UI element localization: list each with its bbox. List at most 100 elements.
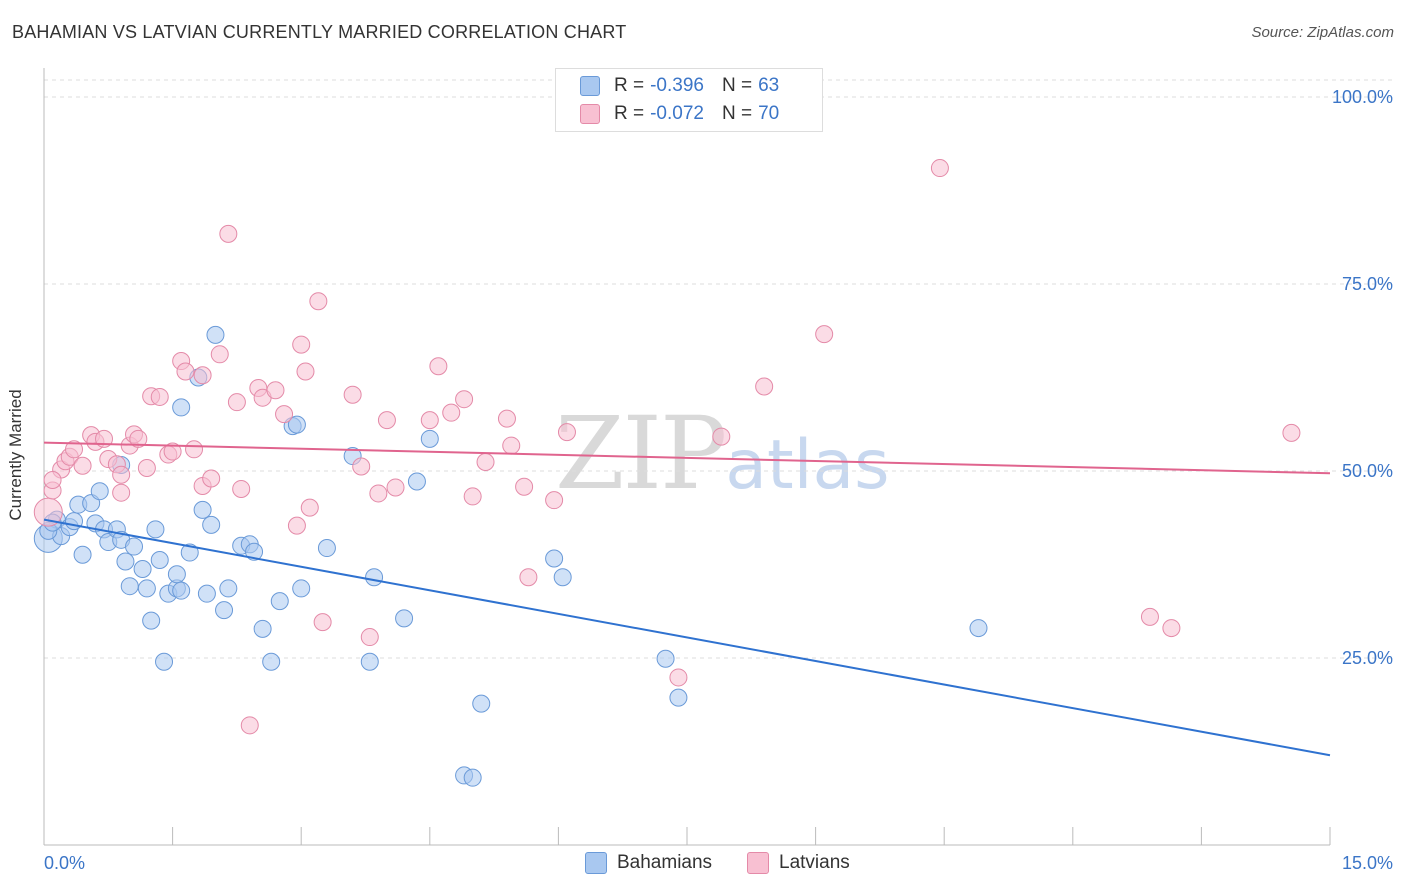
bahamians-point — [133, 559, 152, 578]
latvians-point — [497, 409, 516, 428]
latvians-point — [185, 440, 204, 459]
x-tick-label: 0.0% — [44, 853, 85, 873]
bahamians-point — [180, 543, 199, 562]
legend-r-label: R = — [614, 75, 645, 96]
latvians-point — [112, 465, 131, 484]
bahamians-point — [116, 552, 135, 571]
watermark-zip: ZIP — [555, 395, 727, 512]
legend-n-value: 63 — [758, 75, 780, 96]
latvians-point — [112, 483, 131, 502]
bahamians-point — [463, 768, 482, 787]
latvians-point — [219, 224, 238, 243]
latvians-point — [369, 484, 388, 503]
latvians-point — [442, 403, 461, 422]
latvians-point — [502, 436, 521, 455]
bahamians-point — [197, 584, 216, 603]
bahamians-point — [472, 694, 491, 713]
latvians-point — [65, 440, 84, 459]
latvians-point — [463, 487, 482, 506]
bahamians-point — [193, 500, 212, 519]
latvians-point — [240, 716, 259, 735]
latvians-point — [360, 628, 379, 647]
latvians-point — [755, 377, 774, 396]
watermark: ZIPatlas — [555, 395, 890, 512]
latvians-point — [176, 362, 195, 381]
legend-row-latvians: R = -0.072 N = 70 — [580, 100, 779, 128]
latvians-point — [377, 411, 396, 430]
latvians-point — [815, 325, 834, 344]
latvians-point — [515, 477, 534, 496]
latvians-point — [420, 411, 439, 430]
bahamians-point — [245, 542, 264, 561]
latvians-point — [429, 357, 448, 376]
bahamians-point — [360, 652, 379, 671]
bahamians-point — [150, 551, 169, 570]
latvians-point — [275, 405, 294, 424]
latvians-point — [557, 423, 576, 442]
latvians-point — [386, 478, 405, 497]
watermark-atlas: atlas — [725, 426, 890, 505]
bahamians-point — [219, 579, 238, 598]
bahamians-point — [125, 537, 144, 556]
latvians-point — [43, 470, 62, 489]
legend-swatch-bahamians — [585, 852, 607, 874]
latvians-point — [287, 516, 306, 535]
bahamians-point — [142, 611, 161, 630]
latvians-point — [455, 390, 474, 409]
latvians-point — [150, 387, 169, 406]
latvians-trend-line — [43, 441, 1331, 475]
latvians-point — [202, 469, 221, 488]
legend-r-value: -0.396 — [650, 75, 704, 96]
latvians-point — [476, 453, 495, 472]
latvians-point — [193, 366, 212, 385]
legend-item-latvians[interactable]: Latvians — [747, 852, 850, 874]
latvians-point — [313, 613, 332, 632]
x-tick-label: 15.0% — [1342, 853, 1393, 873]
chart-title: BAHAMIAN VS LATVIAN CURRENTLY MARRIED CO… — [12, 22, 627, 42]
latvians-point — [712, 427, 731, 446]
bahamians-point — [365, 568, 384, 587]
latvians-point — [300, 498, 319, 517]
bahamians-point — [172, 581, 191, 600]
bahamians-point — [90, 482, 109, 501]
bahamians-point — [146, 520, 165, 539]
y-tick-label: 75.0% — [1342, 274, 1393, 294]
y-tick-label: 50.0% — [1342, 461, 1393, 481]
bahamians-point — [215, 601, 234, 620]
legend-swatch-latvians — [580, 104, 600, 124]
latvians-point — [137, 459, 156, 478]
bahamians-point — [669, 688, 688, 707]
bahamians-point — [202, 515, 221, 534]
bahamians-point — [137, 579, 156, 598]
bahamians-point — [120, 577, 139, 596]
bahamians-point — [656, 649, 675, 668]
bahamians-point — [167, 565, 186, 584]
y-axis-label: Currently Married — [6, 389, 25, 521]
latvians-point — [129, 429, 148, 448]
bahamians-point — [317, 539, 336, 558]
y-tick-label: 100.0% — [1332, 87, 1393, 107]
bahamians-point — [420, 429, 439, 448]
latvians-point — [343, 385, 362, 404]
latvians-point — [227, 393, 246, 412]
legend-row-bahamians: R = -0.396 N = 63 — [580, 72, 779, 100]
latvians-point — [73, 456, 92, 475]
latvians-point — [545, 491, 564, 510]
bahamians-point — [395, 609, 414, 628]
legend-r-label: R = — [614, 103, 645, 124]
bahamians-point — [155, 652, 174, 671]
bahamians-point — [262, 652, 281, 671]
latvians-point — [519, 568, 538, 587]
legend-r-value: -0.072 — [650, 103, 704, 124]
legend-n-value: 70 — [758, 103, 780, 124]
legend-item-bahamians[interactable]: Bahamians — [585, 852, 712, 874]
latvians-point — [163, 442, 182, 461]
bahamians-point — [206, 325, 225, 344]
bahamians-point — [172, 398, 191, 417]
legend-swatch-bahamians — [580, 76, 600, 96]
latvians-point — [930, 159, 949, 178]
latvians-point — [309, 292, 328, 311]
bahamians-point — [969, 619, 988, 638]
source-credit: Source: ZipAtlas.com — [1251, 24, 1394, 41]
